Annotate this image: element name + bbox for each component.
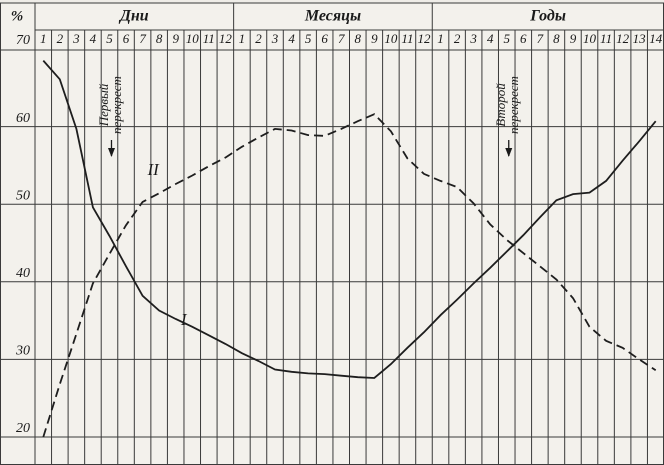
series-label: II (146, 160, 160, 179)
x-tick-label: 5 (106, 31, 113, 46)
x-tick-label: 9 (371, 31, 378, 46)
x-tick-label: 12 (616, 31, 630, 46)
y-tick-label: 20 (16, 421, 30, 436)
line-series (42, 60, 657, 379)
annotation-arrowhead (505, 148, 513, 157)
x-tick-label: 10 (186, 31, 200, 46)
x-tick-label: 10 (384, 31, 398, 46)
group-label: Дни (118, 8, 149, 25)
x-tick-label: 4 (487, 31, 494, 46)
x-tick-label: 6 (520, 31, 527, 46)
x-tick-label: 4 (288, 31, 295, 46)
x-tick-label: 9 (172, 31, 179, 46)
y-tick-label: 70 (16, 33, 30, 48)
annotation-text: Второй (493, 83, 508, 127)
x-tick-label: 8 (156, 31, 163, 46)
x-tick-label: 11 (401, 31, 413, 46)
annotation-text: перекрест (506, 76, 521, 134)
x-tick-label: 8 (355, 31, 362, 46)
x-tick-label: 8 (553, 31, 560, 46)
x-tick-label: 5 (504, 31, 511, 46)
x-tick-label: 2 (255, 31, 262, 46)
x-tick-label: 7 (338, 31, 345, 46)
x-tick-label: 1 (40, 31, 47, 46)
y-tick-label: 30 (15, 344, 30, 359)
x-tick-label: 13 (633, 31, 647, 46)
x-tick-label: 7 (139, 31, 146, 46)
annotation-text: Первый (96, 83, 111, 127)
x-tick-label: 11 (600, 31, 612, 46)
x-tick-label: 11 (203, 31, 215, 46)
x-tick-label: 2 (454, 31, 461, 46)
y-tick-label: 50 (16, 188, 30, 203)
annotation-text: перекрест (109, 76, 124, 134)
x-tick-label: 7 (537, 31, 544, 46)
x-tick-label: 3 (72, 31, 80, 46)
y-tick-label: 40 (16, 266, 30, 281)
x-tick-label: 3 (271, 31, 279, 46)
x-tick-label: 1 (437, 31, 444, 46)
x-tick-label: 3 (469, 31, 477, 46)
annotation-arrowhead (107, 148, 115, 157)
y-tick-label: 60 (16, 111, 30, 126)
x-tick-label: 14 (649, 31, 663, 46)
line-series (42, 113, 657, 438)
x-tick-label: 4 (90, 31, 97, 46)
x-tick-label: 12 (417, 31, 431, 46)
group-label: Годы (529, 8, 566, 25)
x-tick-label: 12 (219, 31, 233, 46)
y-axis-label: % (11, 8, 24, 24)
x-tick-label: 6 (123, 31, 130, 46)
series-label: I (180, 310, 188, 329)
x-tick-label: 6 (321, 31, 328, 46)
x-tick-label: 5 (305, 31, 312, 46)
group-label: Месяцы (304, 8, 361, 25)
x-tick-label: 9 (570, 31, 577, 46)
x-tick-label: 2 (57, 31, 64, 46)
x-tick-label: 1 (239, 31, 246, 46)
x-tick-label: 10 (583, 31, 597, 46)
